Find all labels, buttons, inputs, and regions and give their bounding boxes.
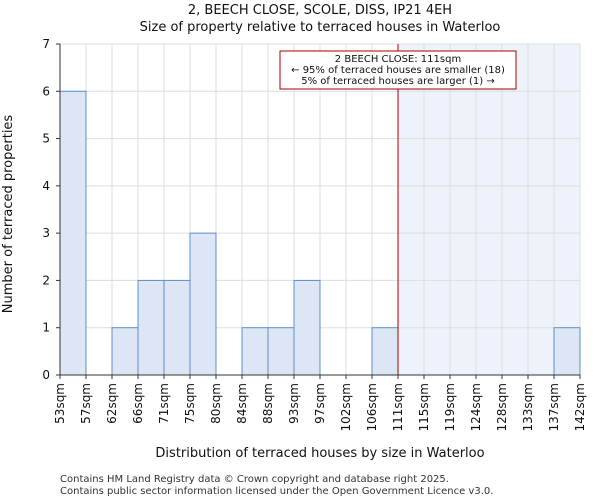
y-tick-label: 4 xyxy=(42,179,50,193)
x-tick-label: 75sqm xyxy=(183,383,197,424)
x-tick-label: 80sqm xyxy=(209,383,223,424)
bar xyxy=(111,327,139,376)
bar xyxy=(553,327,581,376)
y-tick-label: 7 xyxy=(42,37,50,51)
annotation-line: 2 BEECH CLOSE: 111sqm xyxy=(335,54,461,65)
footer-line-1: Contains HM Land Registry data © Crown c… xyxy=(60,474,449,485)
x-tick-label: 106sqm xyxy=(365,383,379,431)
x-axis-label: Distribution of terraced houses by size … xyxy=(155,446,484,461)
annotation-line: ← 95% of terraced houses are smaller (18… xyxy=(291,65,505,76)
bar xyxy=(189,232,217,376)
highlight-region xyxy=(398,44,580,375)
x-tick-label: 137sqm xyxy=(547,383,561,431)
x-tick-label: 115sqm xyxy=(417,383,431,431)
x-tick-label: 133sqm xyxy=(521,383,535,431)
bar xyxy=(163,279,191,376)
x-tick-label: 53sqm xyxy=(53,383,67,424)
x-tick-label: 57sqm xyxy=(79,383,93,424)
x-tick-label: 62sqm xyxy=(105,383,119,424)
bar xyxy=(137,279,165,376)
x-tick-label: 119sqm xyxy=(443,383,457,431)
x-tick-label: 84sqm xyxy=(235,383,249,424)
bar xyxy=(293,279,321,376)
y-tick-label: 2 xyxy=(42,273,50,287)
annotation-line: 5% of terraced houses are larger (1) → xyxy=(301,76,495,87)
x-tick-label: 124sqm xyxy=(469,383,483,431)
chart-title: 2, BEECH CLOSE, SCOLE, DISS, IP21 4EH xyxy=(188,3,452,18)
y-axis-label: Number of terraced properties xyxy=(1,115,16,314)
y-tick-label: 1 xyxy=(42,321,50,335)
bar xyxy=(267,327,295,376)
y-tick-label: 0 xyxy=(42,368,50,382)
x-tick-label: 88sqm xyxy=(261,383,275,424)
y-tick-label: 6 xyxy=(42,84,50,98)
y-tick-label: 3 xyxy=(42,226,50,240)
chart-subtitle: Size of property relative to terraced ho… xyxy=(140,20,501,35)
footer-line-2: Contains public sector information licen… xyxy=(60,486,493,497)
annotation-box xyxy=(279,50,517,90)
x-tick-label: 142sqm xyxy=(573,383,587,431)
y-tick-label: 5 xyxy=(42,132,50,146)
x-tick-label: 93sqm xyxy=(287,383,301,424)
x-tick-label: 66sqm xyxy=(131,383,145,424)
x-tick-label: 111sqm xyxy=(391,383,405,431)
x-tick-label: 128sqm xyxy=(495,383,509,431)
x-tick-label: 71sqm xyxy=(157,383,171,424)
bar xyxy=(371,327,399,376)
plot-area: 0 1 2 3 4 5 6 7 53sqm 57sqm 62sqm 66sqm 71sqm 75sqm 80… xyxy=(42,37,587,431)
bar xyxy=(59,90,87,376)
x-tick-label: 97sqm xyxy=(313,383,327,424)
x-tick-label: 102sqm xyxy=(339,383,353,431)
bar xyxy=(241,327,269,376)
